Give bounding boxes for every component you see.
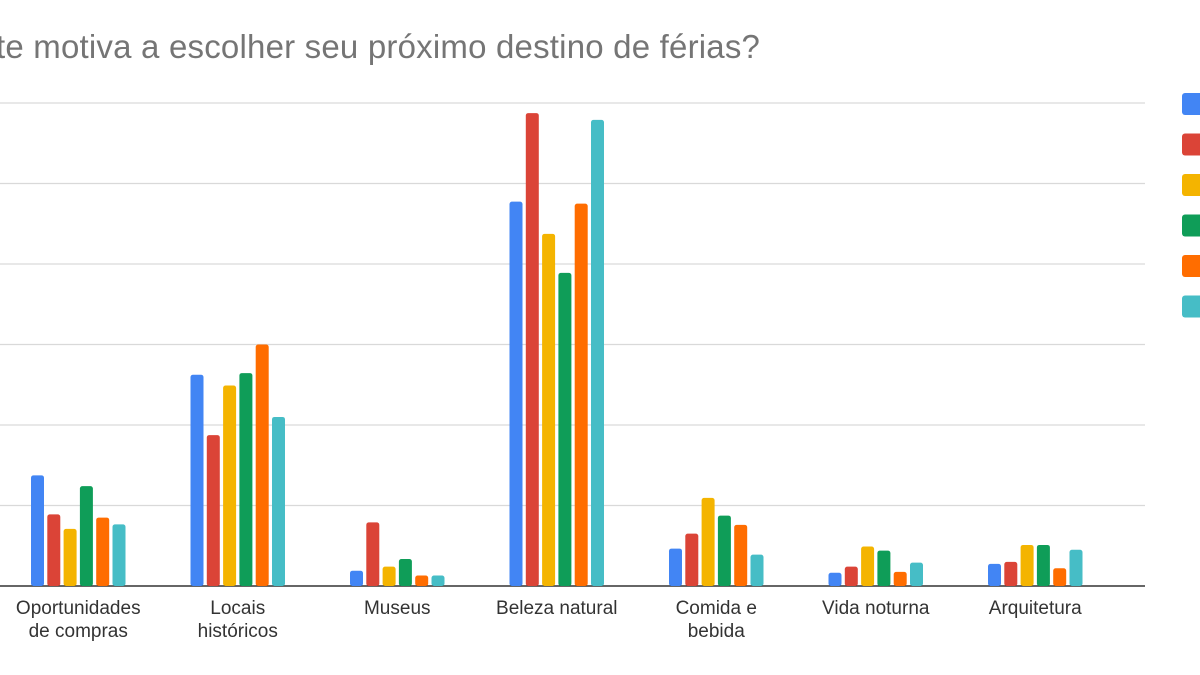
bar[interactable] [893, 571, 907, 586]
legend-swatch[interactable] [1182, 174, 1200, 196]
gridlines [0, 102, 1145, 587]
bar[interactable] [79, 486, 93, 586]
category-label: bebida [688, 621, 745, 642]
bar[interactable] [750, 554, 764, 586]
chart-title: te motiva a escolher seu próximo destino… [0, 28, 761, 65]
bar[interactable] [717, 515, 731, 586]
bar[interactable] [366, 522, 380, 586]
category-label: Arquitetura [989, 598, 1082, 619]
category-label: históricos [198, 621, 278, 642]
bar[interactable] [591, 119, 604, 586]
bar[interactable] [190, 374, 204, 586]
legend-swatch[interactable] [1182, 255, 1200, 277]
bar[interactable] [398, 559, 412, 586]
bar[interactable] [431, 575, 445, 586]
bar[interactable] [31, 475, 44, 586]
bar[interactable] [988, 563, 1001, 586]
bar[interactable] [1053, 568, 1067, 586]
bar[interactable] [96, 517, 110, 586]
bar[interactable] [910, 562, 923, 586]
legend-swatch[interactable] [1182, 214, 1200, 237]
category-label: Beleza natural [496, 598, 617, 619]
bar[interactable] [239, 373, 253, 586]
bar[interactable] [1069, 549, 1083, 586]
bar[interactable] [47, 514, 61, 586]
bar[interactable] [542, 233, 556, 586]
category-label: Locais [210, 598, 265, 619]
bar[interactable] [1004, 561, 1018, 586]
bar[interactable] [1036, 544, 1050, 586]
bar[interactable] [828, 572, 842, 586]
bar[interactable] [223, 385, 237, 586]
category-label: Oportunidades [16, 598, 141, 619]
bar[interactable] [525, 113, 539, 586]
bar[interactable] [574, 203, 588, 586]
bar[interactable] [415, 575, 429, 586]
bar[interactable] [669, 548, 682, 586]
bar[interactable] [844, 566, 858, 586]
bar[interactable] [558, 272, 572, 586]
bar[interactable] [350, 570, 363, 586]
bar[interactable] [509, 201, 523, 587]
bar[interactable] [734, 524, 748, 586]
bar[interactable] [272, 416, 285, 586]
category-label: de compras [29, 621, 128, 642]
bar[interactable] [701, 497, 715, 586]
bar[interactable] [206, 435, 220, 586]
legend[interactable] [1182, 93, 1200, 318]
category-label: Comida e [676, 598, 757, 619]
bar[interactable] [382, 566, 396, 586]
bar[interactable] [861, 546, 875, 586]
bar[interactable] [1020, 544, 1034, 586]
legend-swatch[interactable] [1182, 295, 1200, 318]
bar[interactable] [255, 344, 269, 587]
category-label: Museus [364, 598, 431, 619]
bar[interactable] [877, 550, 891, 586]
legend-swatch[interactable] [1182, 93, 1200, 115]
bars [31, 113, 1083, 587]
bar[interactable] [63, 528, 77, 586]
bar[interactable] [685, 533, 699, 586]
category-label: Vida noturna [822, 598, 930, 619]
bar[interactable] [112, 524, 126, 586]
legend-swatch[interactable] [1182, 133, 1200, 156]
